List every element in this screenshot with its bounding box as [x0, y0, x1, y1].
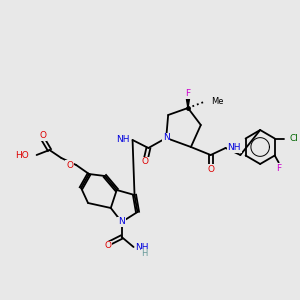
Text: H: H — [142, 250, 148, 259]
Polygon shape — [186, 96, 190, 108]
Text: NH: NH — [116, 136, 130, 145]
Text: F: F — [276, 164, 281, 173]
Text: Me: Me — [211, 97, 223, 106]
Text: O: O — [39, 131, 46, 140]
Text: NH: NH — [136, 244, 149, 253]
Text: O: O — [207, 164, 214, 173]
Text: N: N — [163, 134, 169, 142]
Text: O: O — [142, 158, 149, 166]
Text: N: N — [118, 218, 125, 226]
Text: Cl: Cl — [290, 134, 298, 143]
Text: O: O — [104, 242, 111, 250]
Text: F: F — [185, 89, 190, 98]
Text: NH: NH — [227, 143, 241, 152]
Text: O: O — [66, 160, 73, 169]
Text: HO: HO — [15, 151, 29, 160]
